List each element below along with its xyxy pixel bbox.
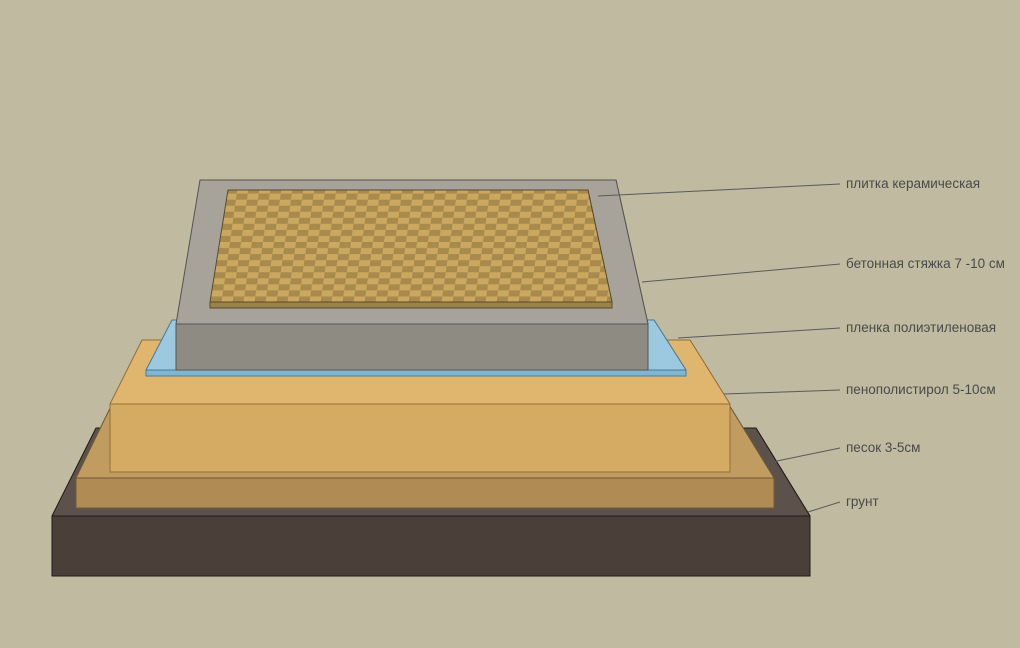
layer-film-front	[146, 370, 686, 376]
layer-sand-front	[76, 478, 774, 508]
layer-xps-front	[110, 404, 730, 472]
label-soil: грунт	[846, 494, 879, 509]
label-film: пленка полиэтиленовая	[846, 320, 996, 335]
layer-screed-front	[176, 324, 648, 370]
label-tile: плитка керамическая	[846, 176, 980, 191]
label-sand: песок 3-5см	[846, 440, 920, 455]
label-screed: бетонная стяжка 7 -10 см	[846, 256, 1005, 271]
layer-tile-top	[210, 190, 612, 302]
layer-tile-front	[210, 302, 612, 308]
label-xps: пенополистирол 5-10см	[846, 382, 996, 397]
layer-tile	[210, 190, 612, 308]
floor-layers-diagram: грунт песок 3-5см пенополистирол 5-10см пле…	[0, 0, 1020, 648]
layer-soil-front	[52, 516, 810, 576]
